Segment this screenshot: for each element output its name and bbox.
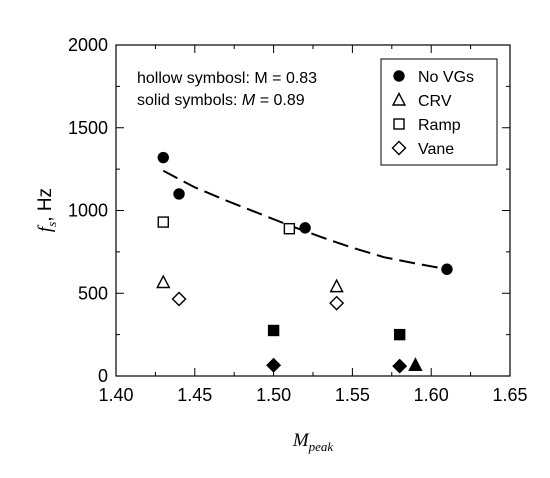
legend-label-no-vgs: No VGs: [418, 69, 474, 86]
y-axis-title: fs, Hz: [35, 188, 59, 232]
no-vgs-point: [173, 188, 185, 200]
x-tick-label: 1.55: [335, 385, 370, 405]
annotation-text: hollow symbosl: M = 0.83 solid symbols: …: [137, 70, 317, 109]
data-points: [156, 151, 453, 374]
x-tick-label: 1.40: [98, 385, 133, 405]
no-vgs-point: [441, 263, 453, 275]
y-tick-label: 0: [98, 366, 108, 386]
legend-label-ramp: Ramp: [418, 117, 461, 134]
y-tick-label: 500: [78, 283, 108, 303]
annotation-line-2: solid symbols: M = 0.89: [137, 92, 305, 109]
legend-label-vane: Vane: [418, 141, 454, 158]
crv-point: [156, 274, 171, 289]
x-tick-label: 1.45: [177, 385, 212, 405]
legend: No VGs CRV Ramp Vane: [380, 58, 498, 166]
x-tick-label: 1.50: [256, 385, 291, 405]
legend-marker-crv: [391, 91, 407, 106]
trend-line-group: [162, 169, 448, 271]
annotation-line-1: hollow symbosl: M = 0.83: [137, 70, 317, 87]
no-vgs-point: [157, 151, 169, 164]
legend-marker-no-vgs: [393, 70, 405, 82]
ramp-point: [393, 328, 406, 341]
axis-ticks: 1.40 1.45 1.50 1.55 1.60 1.65 0 500 1000 1500 2000: [68, 35, 528, 405]
vane-point: [171, 291, 187, 307]
y-tick-label: 1500: [68, 118, 108, 138]
x-tick-label: 1.60: [414, 385, 449, 405]
vane-point: [392, 358, 408, 374]
vane-point: [266, 357, 282, 373]
vane-point: [329, 295, 345, 311]
x-tick-label: 1.65: [492, 385, 527, 405]
crv-point: [408, 357, 423, 371]
y-tick-label: 2000: [68, 35, 108, 55]
x-axis-title: Mpeak: [292, 430, 334, 454]
ramp-point: [267, 324, 280, 337]
legend-marker-vane: [391, 140, 407, 156]
no-vgs-point: [299, 222, 311, 234]
ramp-point: [283, 223, 296, 235]
trend-line: [162, 169, 448, 271]
y-tick-label: 1000: [68, 201, 108, 221]
crv-point: [329, 278, 344, 293]
ramp-point: [157, 216, 169, 228]
legend-marker-ramp: [393, 118, 405, 130]
legend-label-crv: CRV: [418, 93, 452, 110]
